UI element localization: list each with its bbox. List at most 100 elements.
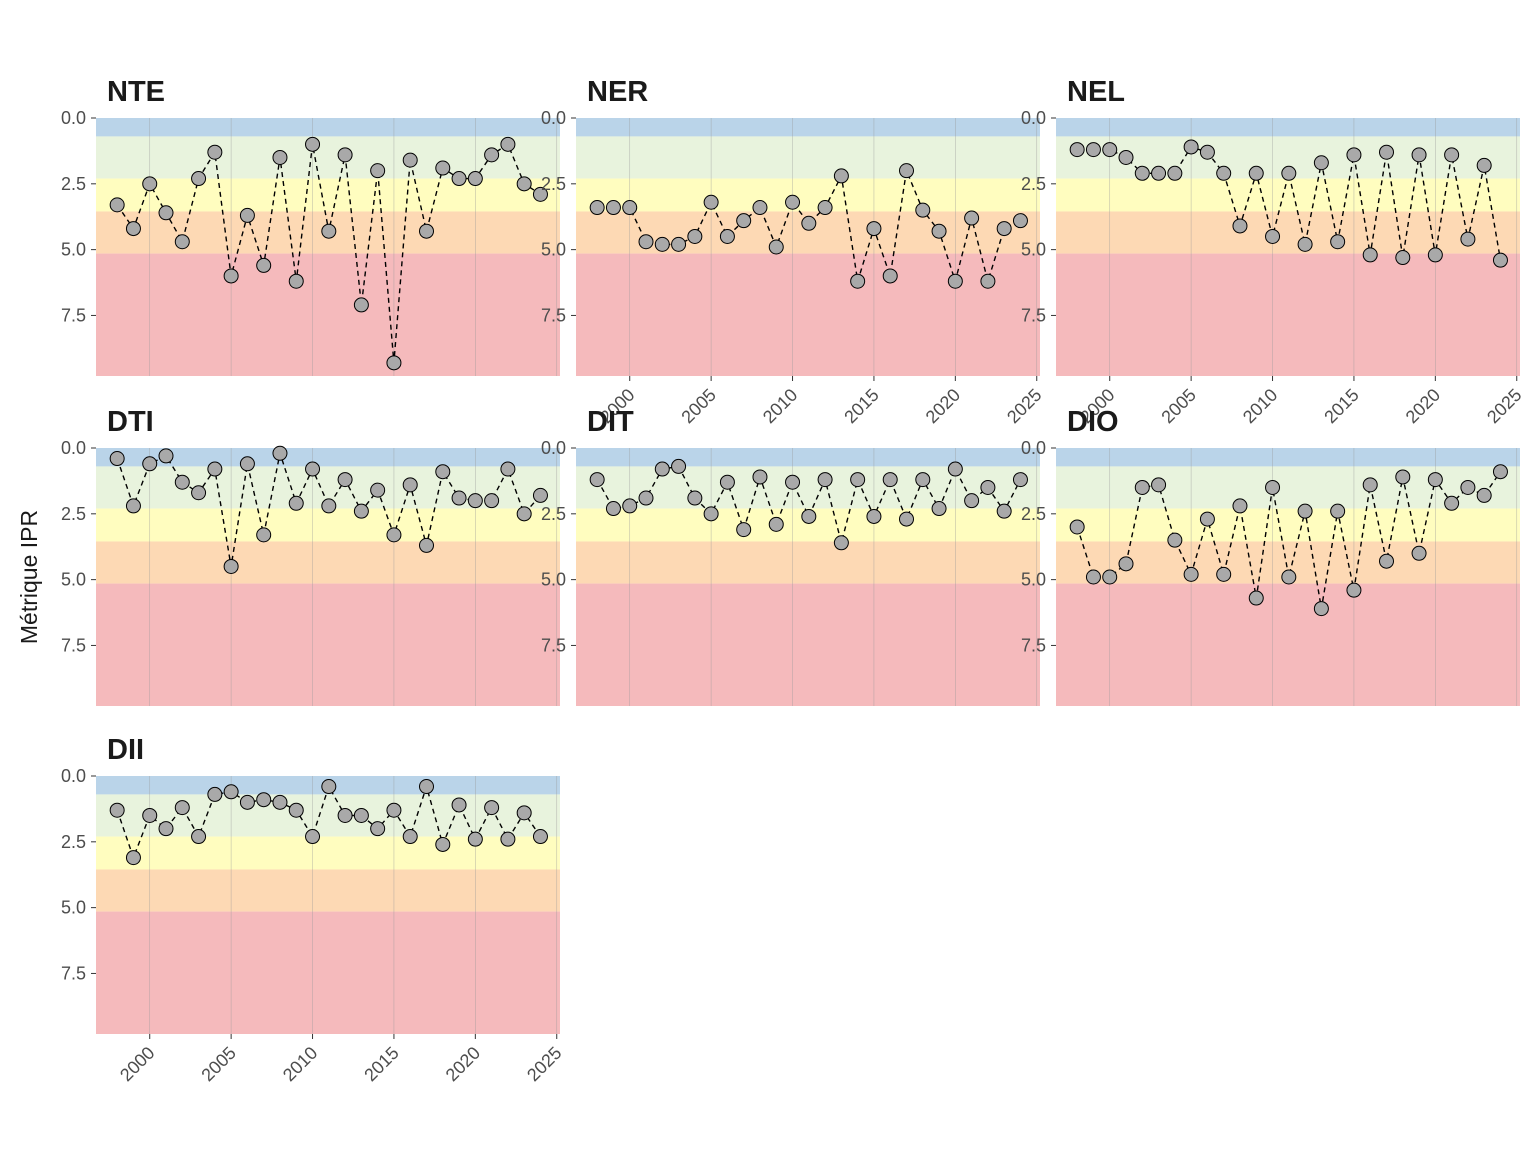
x-tick-label: 2020 <box>442 1043 484 1085</box>
data-point <box>353 807 369 823</box>
data-point <box>467 831 483 847</box>
band-0 <box>1056 118 1520 137</box>
data-point <box>687 490 703 506</box>
data-point <box>1199 511 1215 527</box>
y-tick-label: 0.0 <box>1021 108 1046 128</box>
data-point <box>1378 553 1394 569</box>
panel-title: NTE <box>107 76 165 108</box>
data-point <box>1183 139 1199 155</box>
y-tick-label: 2.5 <box>61 832 86 852</box>
data-point <box>1265 228 1281 244</box>
data-point <box>1232 498 1248 514</box>
data-point <box>1069 519 1085 535</box>
x-tick-label: 2015 <box>840 385 882 427</box>
data-point <box>337 807 353 823</box>
y-tick-label: 7.5 <box>61 305 86 325</box>
data-point <box>272 445 288 461</box>
band-0 <box>576 118 1040 137</box>
data-point <box>418 537 434 553</box>
data-point <box>1151 165 1167 181</box>
y-tick-label: 7.5 <box>1021 635 1046 655</box>
data-point <box>687 228 703 244</box>
data-point <box>866 508 882 524</box>
data-point <box>435 836 451 852</box>
data-point <box>833 168 849 184</box>
data-point <box>931 501 947 517</box>
data-point <box>638 234 654 250</box>
data-point <box>882 268 898 284</box>
data-point <box>996 221 1012 237</box>
band-1 <box>576 136 1040 179</box>
data-point <box>1444 495 1460 511</box>
y-tick-label: 5.0 <box>61 570 86 590</box>
data-point <box>654 461 670 477</box>
data-point <box>1216 566 1232 582</box>
y-tick-label: 5.0 <box>541 240 566 260</box>
data-point <box>1069 142 1085 158</box>
data-point <box>223 558 239 574</box>
series-line <box>116 784 542 860</box>
data-point <box>1281 165 1297 181</box>
data-point <box>947 273 963 289</box>
data-point <box>1330 503 1346 519</box>
data-point <box>125 850 141 866</box>
band-2 <box>1056 178 1520 212</box>
band-4 <box>96 253 560 376</box>
data-point <box>418 779 434 795</box>
data-point <box>272 149 288 165</box>
data-point <box>1427 247 1443 263</box>
x-tick-label: 2005 <box>1157 385 1199 427</box>
y-tick-label: 0.0 <box>61 766 86 786</box>
data-point <box>305 136 321 152</box>
data-point <box>451 490 467 506</box>
data-point <box>191 171 207 187</box>
y-tick-label: 5.0 <box>1021 240 1046 260</box>
data-point <box>142 807 158 823</box>
data-point <box>142 456 158 472</box>
data-point <box>605 501 621 517</box>
data-point <box>1118 149 1134 165</box>
data-point <box>305 829 321 845</box>
data-point <box>337 147 353 163</box>
data-point <box>671 458 687 474</box>
band-4 <box>1056 583 1520 706</box>
data-point <box>1297 236 1313 252</box>
band-2 <box>576 178 1040 212</box>
band-1 <box>96 136 560 179</box>
y-tick-label: 2.5 <box>541 174 566 194</box>
x-tick-label: 2025 <box>1003 385 1045 427</box>
data-point <box>654 236 670 252</box>
data-point <box>239 794 255 810</box>
data-point <box>516 176 532 192</box>
data-point <box>1265 479 1281 495</box>
data-point <box>484 493 500 509</box>
data-point <box>174 800 190 816</box>
data-point <box>370 163 386 179</box>
data-point <box>1346 147 1362 163</box>
data-point <box>801 215 817 231</box>
data-point <box>256 257 272 273</box>
band-4 <box>576 583 1040 706</box>
data-point <box>768 516 784 532</box>
band-3 <box>96 541 560 584</box>
data-point <box>516 506 532 522</box>
data-point <box>1492 252 1508 268</box>
data-point <box>288 495 304 511</box>
series-line <box>596 465 1022 543</box>
data-point <box>980 273 996 289</box>
x-tick-label: 2000 <box>116 1043 158 1085</box>
data-point <box>223 784 239 800</box>
data-point <box>500 831 516 847</box>
band-0 <box>96 448 560 467</box>
band-2 <box>1056 508 1520 542</box>
data-point <box>833 535 849 551</box>
data-point <box>1395 250 1411 266</box>
data-point <box>321 498 337 514</box>
band-1 <box>1056 466 1520 509</box>
data-point <box>256 792 272 808</box>
data-point <box>467 171 483 187</box>
data-point <box>191 829 207 845</box>
x-tick-label: 2010 <box>1239 385 1281 427</box>
data-point <box>1346 582 1362 598</box>
data-point <box>191 485 207 501</box>
